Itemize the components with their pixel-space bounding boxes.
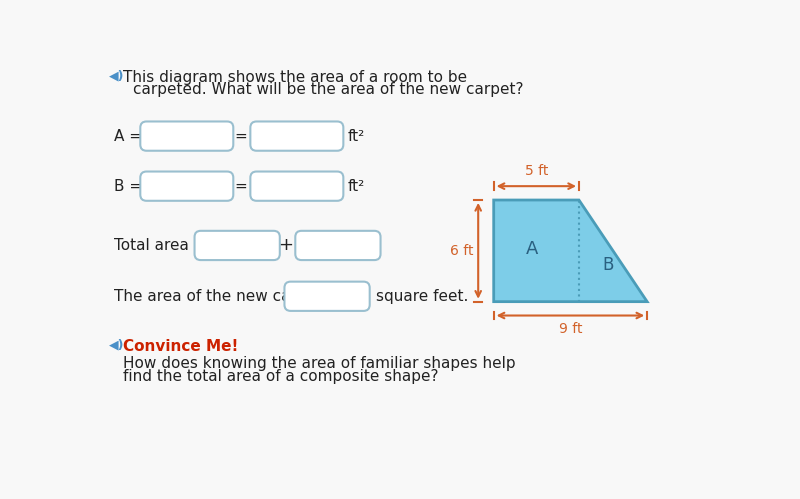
Polygon shape (494, 200, 647, 302)
Text: A =: A = (114, 129, 142, 144)
Text: ft²: ft² (348, 179, 366, 194)
FancyBboxPatch shape (250, 121, 343, 151)
Text: This diagram shows the area of a room to be: This diagram shows the area of a room to… (123, 70, 467, 85)
Text: ft²: ft² (348, 129, 366, 144)
Text: B: B (602, 256, 614, 274)
Text: square feet.: square feet. (376, 289, 468, 304)
Text: =: = (234, 129, 246, 144)
Text: Total area =: Total area = (114, 238, 206, 253)
FancyBboxPatch shape (194, 231, 280, 260)
Text: Convince Me!: Convince Me! (123, 339, 238, 354)
Text: find the total area of a composite shape?: find the total area of a composite shape… (123, 369, 438, 384)
Text: 9 ft: 9 ft (558, 322, 582, 336)
Text: ◀): ◀) (110, 339, 125, 352)
Text: A: A (526, 240, 538, 258)
Text: B =: B = (114, 179, 142, 194)
Text: The area of the new carpet is: The area of the new carpet is (114, 289, 339, 304)
Text: carpeted. What will be the area of the new carpet?: carpeted. What will be the area of the n… (133, 82, 523, 97)
Text: +: + (278, 237, 294, 254)
Text: 6 ft: 6 ft (450, 244, 474, 258)
FancyBboxPatch shape (140, 172, 234, 201)
Text: 5 ft: 5 ft (525, 165, 548, 179)
FancyBboxPatch shape (285, 281, 370, 311)
Text: How does knowing the area of familiar shapes help: How does knowing the area of familiar sh… (123, 356, 516, 371)
FancyBboxPatch shape (295, 231, 381, 260)
Text: =: = (234, 179, 246, 194)
Text: ◀): ◀) (110, 70, 125, 83)
FancyBboxPatch shape (140, 121, 234, 151)
FancyBboxPatch shape (250, 172, 343, 201)
